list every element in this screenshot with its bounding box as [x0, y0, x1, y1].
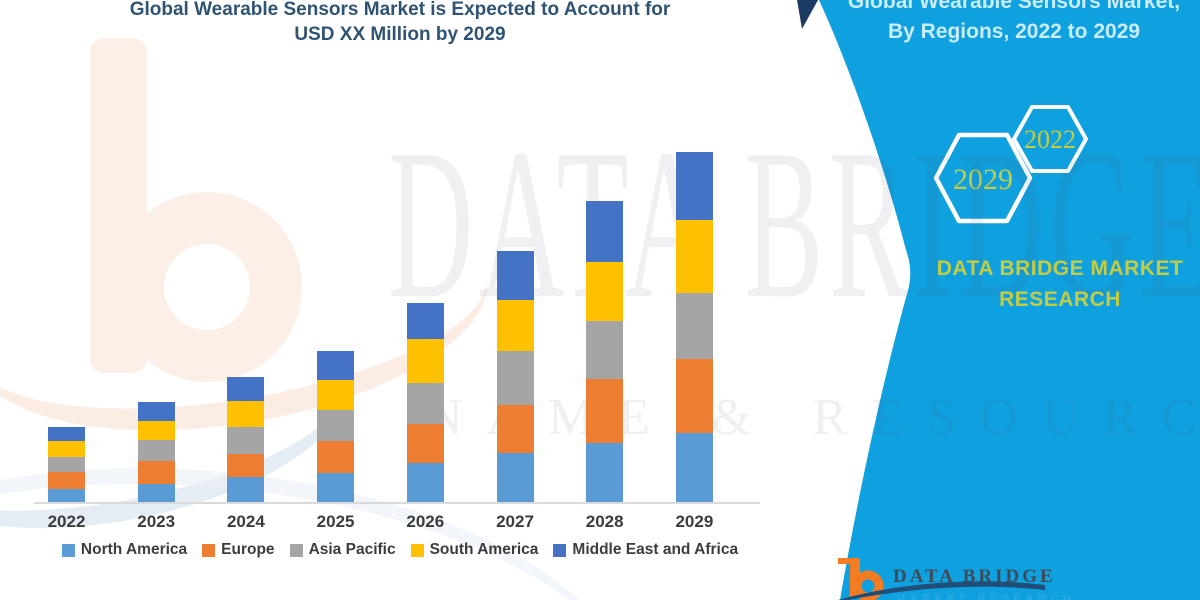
hexagon-2029-icon [933, 132, 1033, 224]
x-axis-label-2025: 2025 [316, 512, 355, 531]
bar-segment-south-america [675, 220, 713, 293]
banner-corner-accent [797, 0, 818, 29]
bar-2024 [227, 377, 265, 502]
chart-title-line2: USD XX Million by 2029 [294, 24, 506, 45]
bar-segment-europe [48, 472, 85, 489]
legend-item-europe: Europe [202, 541, 275, 559]
bar-segment-europe [227, 454, 265, 477]
bar-segment-north-america [675, 433, 713, 502]
legend-label: North America [80, 541, 188, 558]
legend-swatch-icon [289, 543, 303, 557]
bar-2028 [586, 201, 624, 502]
legend-label: Middle East and Africa [572, 541, 739, 558]
bar-segment-europe [137, 461, 175, 484]
bar-segment-north-america [137, 484, 175, 502]
footer-logo: DATA BRIDGE MARKET RESEARCH [830, 552, 1200, 600]
x-axis-label-2026: 2026 [406, 512, 445, 531]
bar-segment-middle-east-and-africa [48, 427, 85, 441]
legend-swatch-icon [202, 543, 216, 557]
chart-legend: North America Europe Asia Pacific South Ame… [20, 541, 780, 559]
bar-segment-middle-east-and-africa [675, 152, 713, 220]
bar-segment-asia-pacific [496, 351, 534, 405]
bar-segment-europe [496, 405, 534, 453]
legend-swatch-icon [410, 543, 424, 557]
banner-brand-line1: DATA BRIDGE MARKET [936, 257, 1184, 280]
hexagon-2022-label: 2022 [1024, 125, 1076, 154]
legend-label: Asia Pacific [308, 541, 396, 558]
bar-segment-north-america [48, 489, 85, 502]
banner-shape [819, 0, 1200, 600]
banner-title-line1: Global Wearable Sensors Market, [847, 0, 1181, 13]
bar-2025 [317, 351, 355, 502]
data-bridge-b-icon [838, 558, 1045, 600]
bar-segment-north-america [496, 453, 534, 502]
legend-item-asia-pacific: Asia Pacific [289, 541, 396, 559]
bar-segment-north-america [586, 443, 624, 502]
stacked-bar-chart: 2022 2023 2024 2025 2026 2027 2028 2029 [34, 152, 760, 531]
hexagon-2022-icon [1012, 105, 1088, 173]
chart-title-line1: Global Wearable Sensors Market is Expect… [129, 0, 671, 20]
banner-title-line2: By Regions, 2022 to 2029 [887, 20, 1141, 43]
bar-segment-asia-pacific [586, 321, 624, 379]
bar-2026 [406, 303, 444, 502]
bar-segment-asia-pacific [675, 293, 713, 359]
x-axis-label-2027: 2027 [496, 512, 534, 531]
bar-2027 [496, 251, 534, 502]
bar-segment-europe [586, 379, 624, 443]
watermark-text-2: NAME & RESOURCE [425, 389, 1200, 446]
x-axis-label-2028: 2028 [585, 512, 624, 531]
bar-segment-middle-east-and-africa [586, 201, 624, 262]
legend-item-south-america: South America [410, 541, 539, 559]
legend-label: South America [429, 541, 539, 558]
banner-brand-text: DATA BRIDGE MARKET RESEARCH [900, 253, 1200, 315]
x-axis-label-2029: 2029 [675, 512, 714, 531]
logo-swoosh-icon [838, 581, 1045, 600]
x-axis-label-2024: 2024 [226, 512, 265, 531]
x-axis-label-2022: 2022 [47, 512, 86, 531]
bar-segment-south-america [586, 262, 624, 321]
legend-swatch-icon [553, 543, 567, 557]
bar-segment-asia-pacific [317, 410, 355, 441]
bar-2029 [675, 152, 713, 502]
bar-segment-asia-pacific [137, 440, 175, 461]
bar-segment-europe [675, 359, 713, 433]
bar-2023 [137, 402, 175, 502]
legend-label: Europe [221, 541, 275, 558]
legend-item-middle-east-and-africa: Middle East and Africa [553, 541, 738, 559]
bar-segment-north-america [406, 463, 444, 502]
hexagon-2029-label: 2029 [953, 163, 1013, 196]
bar-segment-middle-east-and-africa [496, 251, 534, 300]
bar-segment-north-america [227, 477, 265, 502]
bar-segment-middle-east-and-africa [227, 377, 265, 401]
bar-segment-south-america [406, 339, 444, 383]
bar-segment-south-america [137, 421, 175, 440]
bar-segment-south-america [48, 441, 85, 457]
x-axis-label-2023: 2023 [137, 512, 176, 531]
bar-segment-south-america [496, 300, 534, 351]
bar-segment-middle-east-and-africa [137, 402, 175, 421]
bar-segment-middle-east-and-africa [406, 303, 444, 339]
bar-segment-asia-pacific [227, 427, 265, 454]
bar-segment-south-america [227, 401, 265, 427]
legend-swatch-icon [61, 543, 75, 557]
footer-logo-wordmark: DATA BRIDGE [893, 566, 1056, 587]
bar-segment-europe [317, 441, 355, 473]
bar-segment-asia-pacific [48, 457, 85, 472]
footer-logo-subtext: MARKET RESEARCH [896, 593, 1076, 600]
x-axis-line [34, 502, 760, 504]
bar-segment-middle-east-and-africa [317, 351, 355, 380]
bar-segment-asia-pacific [406, 383, 444, 424]
legend-item-north-america: North America [61, 541, 188, 559]
banner-title: Global Wearable Sensors Market, By Regio… [828, 0, 1200, 47]
bar-segment-north-america [317, 473, 355, 502]
chart-title: Global Wearable Sensors Market is Expect… [20, 0, 780, 47]
banner-brand-line2: RESEARCH [999, 288, 1121, 311]
bar-segment-south-america [317, 380, 355, 410]
bar-segment-europe [406, 424, 444, 463]
bar-2022 [48, 427, 85, 502]
